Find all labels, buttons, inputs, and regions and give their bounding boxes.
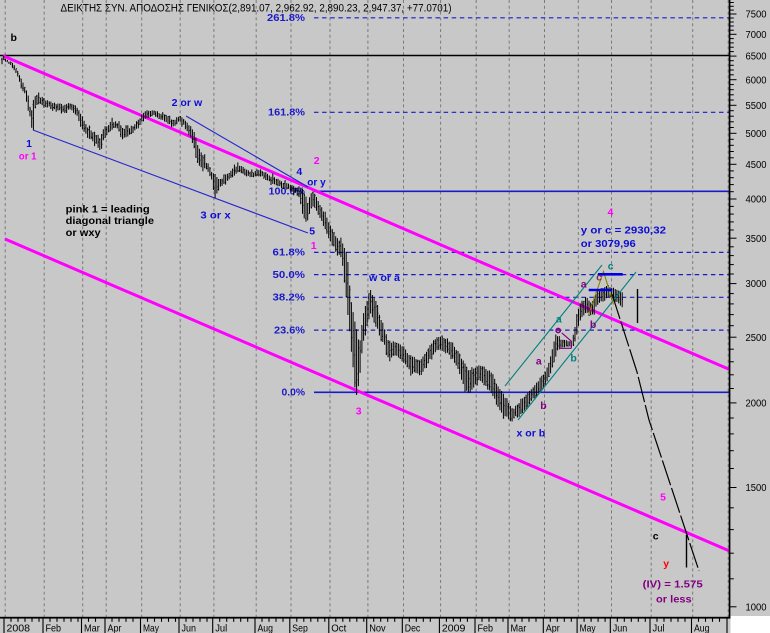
- svg-text:161.8%: 161.8%: [268, 107, 306, 119]
- svg-text:x or b: x or b: [517, 428, 546, 440]
- svg-text:or wxy: or wxy: [66, 227, 101, 239]
- svg-text:or less: or less: [656, 594, 692, 606]
- svg-text:Dec: Dec: [405, 622, 421, 633]
- svg-text:c: c: [596, 272, 602, 284]
- svg-text:May: May: [143, 622, 160, 633]
- svg-text:100.0%: 100.0%: [269, 186, 306, 198]
- svg-text:3: 3: [356, 406, 362, 418]
- svg-text:b: b: [590, 319, 596, 331]
- svg-text:4500: 4500: [746, 160, 767, 171]
- svg-text:261.8%: 261.8%: [267, 12, 306, 24]
- svg-text:2009: 2009: [442, 622, 466, 633]
- svg-text:5: 5: [309, 226, 315, 238]
- svg-text:or 1: or 1: [19, 150, 37, 162]
- svg-text:7000: 7000: [746, 30, 767, 41]
- svg-text:38.2%: 38.2%: [273, 292, 306, 304]
- svg-text:2000: 2000: [746, 399, 767, 410]
- svg-text:pink 1 = leading: pink 1 = leading: [66, 203, 150, 215]
- svg-text:May: May: [580, 622, 597, 633]
- svg-text:6000: 6000: [746, 75, 767, 86]
- svg-text:b: b: [11, 32, 17, 44]
- svg-text:a: a: [581, 278, 587, 290]
- svg-text:Jul: Jul: [653, 622, 665, 633]
- svg-text:a: a: [556, 314, 562, 326]
- svg-text:Jun: Jun: [613, 622, 628, 633]
- svg-text:Feb: Feb: [478, 622, 494, 633]
- svg-text:Apr: Apr: [108, 622, 122, 633]
- svg-text:c: c: [608, 260, 614, 272]
- svg-text:50.0%: 50.0%: [273, 269, 306, 281]
- svg-text:b: b: [570, 353, 576, 365]
- svg-text:0.0%: 0.0%: [282, 387, 306, 399]
- svg-text:Apr: Apr: [546, 622, 560, 633]
- svg-text:4: 4: [296, 166, 302, 178]
- svg-text:2008: 2008: [7, 622, 31, 633]
- svg-text:5000: 5000: [746, 129, 767, 140]
- svg-text:(IV) = 1.575: (IV) = 1.575: [643, 579, 703, 591]
- svg-text:diagonal triangle: diagonal triangle: [66, 215, 154, 227]
- svg-text:Aug: Aug: [258, 622, 274, 633]
- svg-text:1: 1: [26, 138, 32, 150]
- svg-text:1500: 1500: [746, 483, 767, 494]
- svg-text:or y: or y: [307, 176, 326, 188]
- svg-text:Mar: Mar: [511, 622, 527, 633]
- svg-text:Sep: Sep: [292, 622, 308, 633]
- svg-text:2 or w: 2 or w: [172, 97, 203, 109]
- svg-text:3000: 3000: [746, 279, 767, 290]
- svg-text:1: 1: [311, 240, 317, 252]
- svg-text:2: 2: [314, 155, 320, 167]
- svg-text:a: a: [536, 356, 542, 368]
- svg-text:Jul: Jul: [215, 622, 227, 633]
- svg-text:23.6%: 23.6%: [274, 324, 306, 336]
- svg-text:Feb: Feb: [46, 622, 62, 633]
- svg-text:or 3079,96: or 3079,96: [581, 238, 636, 250]
- svg-text:y: y: [663, 558, 669, 570]
- svg-text:3 or x: 3 or x: [200, 210, 230, 222]
- svg-text:5: 5: [660, 492, 666, 504]
- svg-text:61.8%: 61.8%: [273, 247, 306, 259]
- svg-text:b: b: [540, 400, 546, 412]
- svg-text:Aug: Aug: [694, 622, 710, 633]
- svg-text:y or c = 2930,32: y or c = 2930,32: [581, 224, 666, 236]
- svg-text:2500: 2500: [746, 333, 767, 344]
- svg-text:3500: 3500: [746, 234, 767, 245]
- svg-text:Mar: Mar: [84, 622, 100, 633]
- svg-text:Oct: Oct: [331, 622, 346, 633]
- svg-text:w or a: w or a: [368, 272, 400, 284]
- svg-text:4: 4: [608, 207, 614, 219]
- svg-text:7500: 7500: [746, 10, 767, 21]
- svg-text:5500: 5500: [746, 101, 767, 112]
- svg-text:Jun: Jun: [182, 622, 197, 633]
- svg-text:c: c: [653, 530, 659, 542]
- svg-text:ΔΕΙΚΤΗΣ ΣΥΝ. ΑΠΟΔΟΣΗΣ ΓΕΝΙΚΟΣ(: ΔΕΙΚΤΗΣ ΣΥΝ. ΑΠΟΔΟΣΗΣ ΓΕΝΙΚΟΣ(2,891.07, …: [61, 2, 452, 14]
- svg-text:4000: 4000: [746, 195, 767, 206]
- svg-text:6500: 6500: [746, 52, 767, 63]
- svg-text:Nov: Nov: [369, 622, 386, 633]
- svg-text:1000: 1000: [746, 602, 767, 613]
